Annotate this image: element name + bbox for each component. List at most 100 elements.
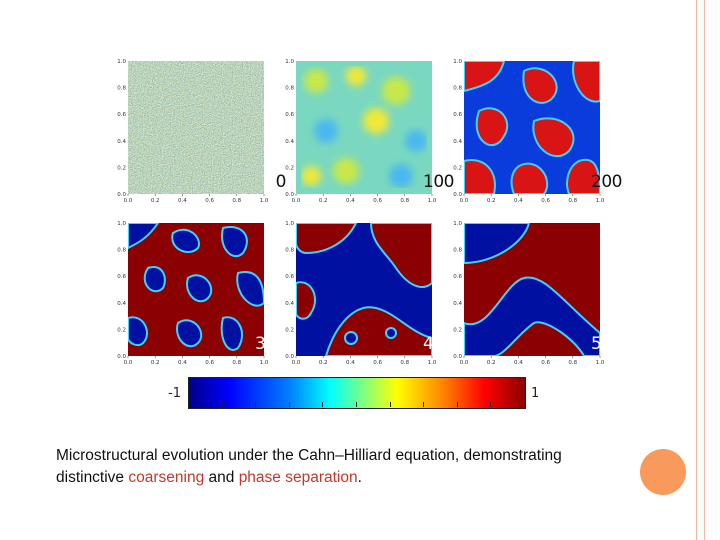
x-axis-tick-label: 0.4: [178, 198, 187, 204]
y-axis-tick-label: 0.4: [285, 301, 294, 307]
y-axis-tick-label: 0.6: [453, 274, 462, 280]
colorbar: [188, 377, 526, 409]
colorbar-tick: [423, 402, 424, 407]
x-axis-tick-label: 1.0: [260, 360, 269, 366]
x-axis-tick-label: 0.4: [514, 198, 523, 204]
x-axis-tick-label: 0.2: [487, 360, 496, 366]
caption-text: .: [357, 469, 362, 486]
decorative-orange-circle: [640, 449, 686, 495]
x-axis-tick-label: 0.0: [460, 360, 469, 366]
x-axis-tick-label: 0.8: [568, 360, 577, 366]
time-label-t200: 200: [591, 172, 622, 192]
y-axis-tick-label: 1.0: [117, 221, 126, 227]
colorbar-tick: [322, 402, 323, 407]
colorbar-tick: [356, 402, 357, 407]
x-axis-tick-label: 0.6: [373, 198, 382, 204]
panel-t200: 0.0 0.0 0.2 0.2 0.4 0.4 0.6 0.6 0.8 0.8 1.0 1.0 200: [450, 58, 624, 216]
y-axis-tick-label: 0.4: [117, 139, 126, 145]
caption-text: and: [204, 469, 239, 486]
y-axis-tick-label: 0.0: [117, 354, 126, 360]
blue-islands: [128, 223, 264, 351]
y-axis-tick-label: 0.6: [117, 112, 126, 118]
y-axis-tick-label: 0.8: [285, 248, 294, 254]
axes-t400: 0.00.0 0.2 0.2 0.4 0.4 0.6 0.6 0.8 0.8 1.0 1.0: [285, 221, 437, 366]
y-axis-tick-label: 0.0: [285, 192, 294, 198]
plot-t500: [464, 223, 600, 356]
caption-line-1: Microstructural evolution under the Cahn…: [56, 447, 562, 464]
y-axis-tick-label: 0.4: [453, 301, 462, 307]
axes-t200: 0.00.0 0.2 0.2 0.4 0.4 0.6 0.6 0.8 0.8 1.0 1.0: [453, 59, 605, 204]
x-axis-tick-label: 0.0: [292, 198, 301, 204]
y-axis-tick-label: 0.4: [117, 301, 126, 307]
y-axis-tick-label: 1.0: [285, 221, 294, 227]
colorbar-max-label: 1: [531, 386, 540, 401]
y-axis-tick-label: 0.0: [117, 192, 126, 198]
plot-t400: [296, 223, 432, 356]
smooth-field: [301, 66, 427, 188]
caption-highlight-coarsening: coarsening: [128, 469, 205, 486]
x-axis-tick-label: 0.4: [346, 198, 355, 204]
y-axis-tick-label: 0.6: [285, 274, 294, 280]
panel-t400: 0.0 0.0 0.2 0.2 0.4 0.4 0.6 0.6 0.8 0.8 1.0 1.0 400: [282, 220, 456, 378]
colorbar-tick: [490, 402, 491, 407]
y-axis-tick-label: 0.0: [285, 354, 294, 360]
caption-line-2: distinctive coarsening and phase separat…: [56, 467, 696, 489]
y-axis-tick-label: 0.8: [453, 86, 462, 92]
y-axis-tick-label: 0.6: [453, 112, 462, 118]
y-axis-tick-label: 0.0: [453, 192, 462, 198]
axes-t100: 0.00.0 0.2 0.2 0.4 0.4 0.6 0.6 0.8 0.8 1.0 1.0: [285, 59, 437, 204]
colorbar-tick: [255, 402, 256, 407]
y-axis-tick-label: 0.2: [453, 165, 462, 171]
panel-t500: 0.0 0.0 0.2 0.2 0.4 0.4 0.6 0.6 0.8 0.8 1.0 1.0 500: [450, 220, 624, 378]
caption-highlight-phase-separation: phase separation: [238, 469, 358, 486]
x-axis-tick-label: 0.2: [151, 198, 160, 204]
caption: Microstructural evolution under the Cahn…: [56, 445, 696, 489]
x-axis-tick-label: 1.0: [428, 360, 437, 366]
panel-t0: 0.0 0.0 0.2 0.2 0.4 0.4 0.6 0.6 0.8 0.8 1.0 1.0 0: [114, 58, 288, 216]
frame-line-right: [704, 0, 705, 540]
x-axis-tick-label: 0.2: [151, 360, 160, 366]
y-axis-tick-label: 0.4: [453, 139, 462, 145]
axes-t500: 0.00.0 0.2 0.2 0.4 0.4 0.6 0.6 0.8 0.8 1.0 1.0: [453, 221, 605, 366]
x-axis-tick-label: 1.0: [428, 198, 437, 204]
x-axis-tick-label: 0.4: [178, 360, 187, 366]
y-axis-tick-label: 0.8: [117, 248, 126, 254]
blue-droplets: [344, 327, 397, 345]
noise-field: [128, 61, 264, 194]
frame-line-left: [696, 0, 697, 540]
x-axis-tick-label: 0.6: [541, 198, 550, 204]
axes-t0: 0.00.0 0.2 0.2 0.4 0.4 0.6 0.6 0.8 0.8 1.0 1.0: [117, 59, 269, 204]
x-axis-tick-label: 0.0: [124, 360, 133, 366]
x-axis-tick-label: 0.0: [124, 198, 133, 204]
y-axis-tick-label: 0.0: [453, 354, 462, 360]
x-axis-tick-label: 0.0: [460, 198, 469, 204]
y-axis-tick-label: 1.0: [453, 59, 462, 65]
x-axis-tick-label: 0.8: [568, 198, 577, 204]
x-axis-tick-label: 1.0: [596, 198, 605, 204]
x-axis-tick-label: 0.6: [541, 360, 550, 366]
x-axis-tick-label: 0.2: [487, 198, 496, 204]
x-axis-tick-label: 0.8: [232, 198, 241, 204]
x-axis-tick-label: 1.0: [260, 198, 269, 204]
colorbar-min-label: -1: [168, 386, 181, 401]
y-axis-tick-label: 0.2: [285, 327, 294, 333]
plot-t200: [464, 61, 600, 194]
y-axis-tick-label: 0.8: [285, 86, 294, 92]
y-axis-tick-label: 1.0: [453, 221, 462, 227]
y-axis-tick-label: 0.4: [285, 139, 294, 145]
colorbar-tick: [390, 402, 391, 407]
y-axis-tick-label: 1.0: [117, 59, 126, 65]
panel-t100: 0.0 0.0 0.2 0.2 0.4 0.4 0.6 0.6 0.8 0.8 1.0 1.0: [282, 58, 456, 216]
y-axis-tick-label: 1.0: [285, 59, 294, 65]
x-axis-tick-label: 0.6: [373, 360, 382, 366]
panel-t300: 0.0 0.0 0.2 0.2 0.4 0.4 0.6 0.6 0.8 0.8 1.0 1.0 300: [114, 220, 288, 378]
plot-t300: [128, 223, 264, 356]
blob-phase: [464, 61, 600, 194]
y-axis-tick-label: 0.6: [117, 274, 126, 280]
y-axis-tick-label: 0.2: [117, 165, 126, 171]
time-label-t300: 300: [255, 334, 286, 354]
colorbar-tick: [222, 402, 223, 407]
colorbar-tick: [457, 402, 458, 407]
time-label-t100: 100: [423, 172, 454, 192]
axes-t300: 0.00.0 0.2 0.2 0.4 0.4 0.6 0.6 0.8 0.8 1.0 1.0: [117, 221, 269, 366]
